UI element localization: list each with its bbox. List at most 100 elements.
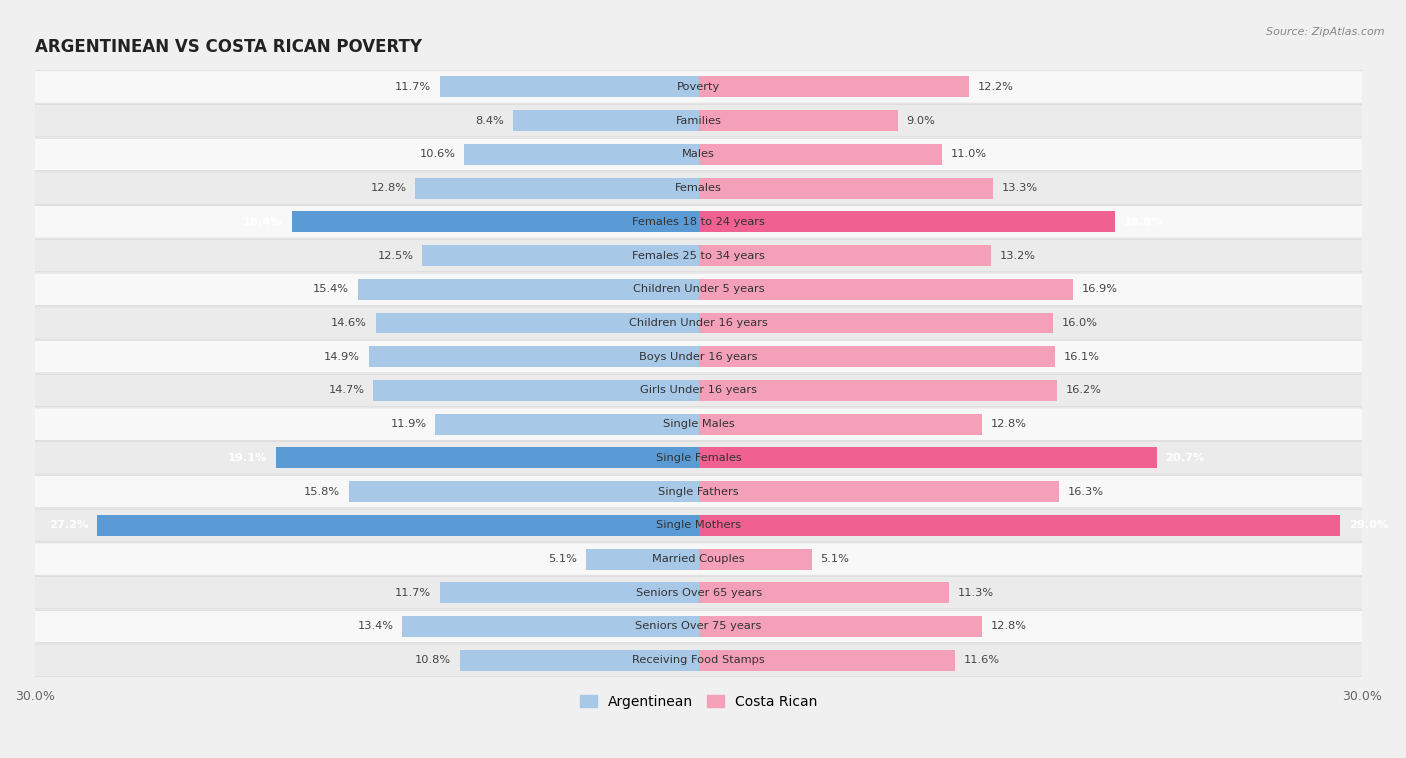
FancyBboxPatch shape: [35, 610, 1362, 643]
Text: 20.7%: 20.7%: [1166, 453, 1205, 463]
Text: 12.5%: 12.5%: [377, 251, 413, 261]
Bar: [699, 77, 969, 98]
Bar: [416, 177, 699, 199]
Text: Children Under 5 years: Children Under 5 years: [633, 284, 765, 294]
Text: 14.7%: 14.7%: [329, 386, 364, 396]
Bar: [375, 312, 699, 334]
Text: 13.4%: 13.4%: [357, 622, 394, 631]
Text: 16.3%: 16.3%: [1069, 487, 1104, 496]
Text: Poverty: Poverty: [678, 82, 720, 92]
Bar: [276, 447, 699, 468]
Bar: [513, 110, 699, 131]
Bar: [699, 144, 942, 164]
FancyBboxPatch shape: [35, 307, 1362, 339]
FancyBboxPatch shape: [35, 543, 1362, 575]
Text: 11.6%: 11.6%: [965, 655, 1000, 666]
Bar: [699, 515, 1340, 536]
Text: Females 25 to 34 years: Females 25 to 34 years: [633, 251, 765, 261]
Text: ARGENTINEAN VS COSTA RICAN POVERTY: ARGENTINEAN VS COSTA RICAN POVERTY: [35, 38, 422, 56]
Bar: [699, 177, 993, 199]
Text: Females 18 to 24 years: Females 18 to 24 years: [633, 217, 765, 227]
Bar: [699, 447, 1157, 468]
Text: 13.3%: 13.3%: [1001, 183, 1038, 193]
Bar: [586, 549, 699, 569]
FancyBboxPatch shape: [35, 475, 1362, 508]
Bar: [699, 414, 981, 434]
FancyBboxPatch shape: [35, 172, 1362, 205]
Text: 16.9%: 16.9%: [1081, 284, 1118, 294]
Text: 11.9%: 11.9%: [391, 419, 426, 429]
Text: 5.1%: 5.1%: [548, 554, 576, 564]
FancyBboxPatch shape: [35, 644, 1362, 676]
Bar: [368, 346, 699, 367]
Text: 15.4%: 15.4%: [314, 284, 349, 294]
Text: 12.2%: 12.2%: [977, 82, 1014, 92]
Text: 16.0%: 16.0%: [1062, 318, 1098, 328]
Bar: [422, 245, 699, 266]
Text: 14.6%: 14.6%: [330, 318, 367, 328]
Bar: [699, 279, 1073, 299]
Text: Single Females: Single Females: [655, 453, 741, 463]
Bar: [699, 245, 991, 266]
Text: 13.2%: 13.2%: [1000, 251, 1036, 261]
Text: 18.4%: 18.4%: [243, 217, 283, 227]
Bar: [460, 650, 699, 671]
FancyBboxPatch shape: [35, 374, 1362, 406]
Legend: Argentinean, Costa Rican: Argentinean, Costa Rican: [575, 690, 823, 715]
Text: 5.1%: 5.1%: [820, 554, 849, 564]
Bar: [699, 312, 1053, 334]
Text: 14.9%: 14.9%: [325, 352, 360, 362]
Text: 27.2%: 27.2%: [49, 520, 89, 531]
Bar: [440, 582, 699, 603]
Text: 29.0%: 29.0%: [1350, 520, 1389, 531]
Text: 19.1%: 19.1%: [228, 453, 267, 463]
FancyBboxPatch shape: [35, 205, 1362, 238]
Text: Seniors Over 65 years: Seniors Over 65 years: [636, 587, 762, 598]
Bar: [699, 346, 1054, 367]
Bar: [374, 380, 699, 401]
Bar: [359, 279, 699, 299]
FancyBboxPatch shape: [35, 70, 1362, 103]
Bar: [97, 515, 699, 536]
Text: 11.7%: 11.7%: [395, 587, 432, 598]
Text: Girls Under 16 years: Girls Under 16 years: [640, 386, 758, 396]
Text: Married Couples: Married Couples: [652, 554, 745, 564]
Bar: [699, 380, 1057, 401]
Text: 18.8%: 18.8%: [1123, 217, 1163, 227]
Text: Males: Males: [682, 149, 716, 159]
Text: 10.6%: 10.6%: [419, 149, 456, 159]
Text: Children Under 16 years: Children Under 16 years: [630, 318, 768, 328]
Text: 8.4%: 8.4%: [475, 116, 503, 126]
FancyBboxPatch shape: [35, 138, 1362, 171]
Text: 12.8%: 12.8%: [991, 622, 1026, 631]
Bar: [699, 549, 811, 569]
Bar: [699, 650, 955, 671]
FancyBboxPatch shape: [35, 105, 1362, 137]
Text: 11.3%: 11.3%: [957, 587, 994, 598]
Text: Receiving Food Stamps: Receiving Food Stamps: [633, 655, 765, 666]
Bar: [464, 144, 699, 164]
Bar: [699, 211, 1115, 232]
FancyBboxPatch shape: [35, 577, 1362, 609]
Bar: [699, 616, 981, 637]
Text: 12.8%: 12.8%: [991, 419, 1026, 429]
Text: Boys Under 16 years: Boys Under 16 years: [640, 352, 758, 362]
Text: Females: Females: [675, 183, 723, 193]
Bar: [349, 481, 699, 502]
FancyBboxPatch shape: [35, 340, 1362, 373]
FancyBboxPatch shape: [35, 509, 1362, 541]
Bar: [436, 414, 699, 434]
Bar: [291, 211, 699, 232]
Bar: [699, 481, 1059, 502]
Text: 11.7%: 11.7%: [395, 82, 432, 92]
FancyBboxPatch shape: [35, 273, 1362, 305]
Bar: [402, 616, 699, 637]
FancyBboxPatch shape: [35, 240, 1362, 272]
Text: 16.1%: 16.1%: [1064, 352, 1099, 362]
Text: Single Males: Single Males: [662, 419, 734, 429]
Bar: [699, 110, 898, 131]
Text: 10.8%: 10.8%: [415, 655, 451, 666]
Text: 15.8%: 15.8%: [304, 487, 340, 496]
Text: 9.0%: 9.0%: [907, 116, 935, 126]
Text: 11.0%: 11.0%: [950, 149, 987, 159]
